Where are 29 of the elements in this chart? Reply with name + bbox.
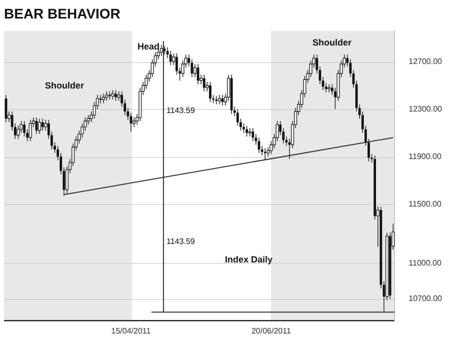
annotation: 1143.59	[166, 237, 196, 246]
y-tick-label: 11000.00	[408, 258, 442, 268]
candlestick	[252, 128, 254, 142]
annotation: Shoulder	[312, 37, 352, 48]
y-tick-label: 12700.00	[408, 56, 443, 66]
y-tick-label: 10700.00	[408, 294, 443, 304]
chart-title: BEAR BEHAVIOR	[4, 5, 120, 22]
candlestick	[242, 122, 245, 134]
x-tick-label: 20/06/2011	[251, 326, 292, 336]
y-tick-label: 11900.00	[408, 152, 442, 161]
annotation: 1143.59	[166, 106, 196, 116]
annotation: Index Daily	[225, 254, 273, 264]
candlestick	[108, 90, 111, 100]
candlestick	[169, 50, 172, 66]
y-tick-label: 12300.00	[408, 104, 443, 114]
candlestick	[334, 87, 336, 110]
y-tick-label: 11500.00	[408, 199, 442, 208]
candlestick	[221, 94, 224, 106]
x-tick-label: 15/04/2011	[111, 326, 152, 336]
annotation: Shoulder	[44, 80, 84, 90]
candlestick	[246, 125, 248, 137]
candlestick	[23, 120, 26, 137]
annotation: Head	[137, 41, 160, 52]
candlestick	[209, 81, 212, 102]
candlestick	[236, 108, 239, 126]
candlestick	[114, 90, 117, 102]
candlestick	[41, 118, 44, 131]
candlestick	[202, 74, 206, 92]
candlestick	[264, 148, 266, 161]
